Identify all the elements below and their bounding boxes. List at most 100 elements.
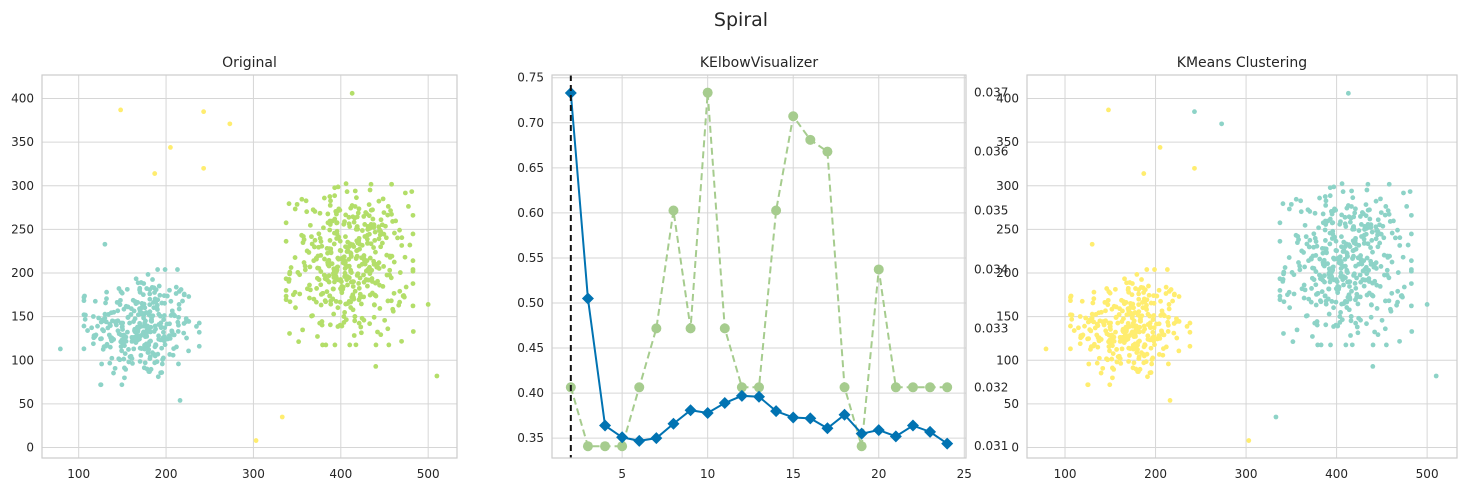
y-tick-label: 100 (996, 353, 1019, 367)
scatter-point (334, 267, 340, 273)
scatter-point (102, 311, 108, 317)
scatter-point (327, 202, 333, 208)
scatter-point (1334, 248, 1340, 254)
scatter-point (1350, 248, 1356, 254)
scatter-point (349, 203, 355, 208)
x-tick-label: 300 (1235, 467, 1258, 481)
scatter-point (1375, 217, 1381, 223)
scatter-point (1293, 196, 1299, 202)
scatter-point (317, 210, 323, 216)
scatter-point (410, 329, 416, 334)
scatter-point (1117, 338, 1123, 344)
scatter-point (325, 250, 330, 256)
scatter-point (1309, 275, 1315, 281)
y-left-tick-label: 0.75 (517, 71, 544, 85)
scatter-point (1110, 375, 1115, 381)
scatter-point (301, 237, 307, 243)
scatter-point (1342, 214, 1348, 220)
fit-time-point (719, 323, 730, 334)
scatter-point (1340, 189, 1346, 195)
scatter-point (347, 224, 353, 229)
scatter-point (1110, 365, 1115, 371)
scatter-point (1363, 202, 1369, 207)
scatter-point (1372, 329, 1378, 335)
scatter-point (102, 315, 108, 321)
scatter-point (90, 314, 96, 319)
scatter-point (124, 286, 130, 292)
scatter-point (410, 303, 416, 309)
x-tick-label: 10 (700, 467, 715, 481)
scatter-point (375, 278, 380, 284)
scatter-point (1171, 330, 1177, 336)
scatter-point (1361, 240, 1367, 246)
scatter-point (1323, 202, 1329, 208)
scatter-point (161, 313, 167, 318)
scatter-point (1395, 270, 1401, 275)
scatter-point (1288, 201, 1294, 207)
scatter-point (1140, 352, 1146, 357)
x-tick-label: 300 (242, 467, 265, 481)
scatter-point (333, 209, 339, 214)
scatter-point (155, 351, 161, 357)
scatter-point (1187, 320, 1193, 326)
y-left-tick-label: 0.60 (517, 206, 544, 220)
scatter-point (1174, 335, 1180, 341)
scatter-point (175, 329, 181, 334)
scatter-point (153, 299, 159, 305)
scatter-point (126, 359, 132, 365)
scatter-point (1114, 359, 1120, 365)
scatter-point (141, 301, 147, 307)
scatter-point (299, 196, 305, 202)
scatter-point (1345, 203, 1351, 208)
scatter-point (344, 189, 350, 195)
scatter-point (1325, 261, 1331, 267)
scatter-point (1385, 208, 1391, 214)
scatter-point (321, 195, 327, 201)
scatter-point (176, 288, 182, 294)
scatter-point (1327, 185, 1333, 191)
distortion-point (872, 424, 885, 437)
scatter-point (343, 244, 348, 250)
scatter-point (1286, 255, 1292, 260)
scatter-point (1318, 274, 1324, 279)
scatter-point (385, 326, 391, 332)
scatter-point (1357, 294, 1363, 300)
scatter-point (1329, 299, 1335, 304)
scatter-point (326, 257, 332, 263)
scatter-point (342, 219, 347, 225)
scatter-point (364, 236, 370, 242)
scatter-point (1136, 309, 1142, 315)
scatter-point (381, 210, 387, 215)
scatter-point (1142, 342, 1148, 348)
scatter-point (1145, 333, 1151, 339)
scatter-point (159, 370, 165, 375)
scatter-point (1374, 306, 1380, 311)
scatter-point (1329, 274, 1335, 279)
scatter-point (1277, 288, 1283, 293)
scatter-point (354, 214, 360, 220)
scatter-point (1144, 307, 1149, 312)
scatter-point (341, 254, 347, 260)
scatter-point (1397, 235, 1403, 241)
scatter-point (109, 338, 115, 344)
scatter-point (1277, 220, 1283, 226)
scatter-point (1137, 338, 1142, 344)
scatter-point (180, 298, 185, 304)
scatter-point (115, 308, 121, 314)
scatter-point (1171, 292, 1177, 298)
distortion-point (633, 434, 646, 447)
scatter-point (1146, 283, 1151, 289)
scatter-point (1324, 250, 1329, 256)
scatter-point (1356, 242, 1362, 248)
y-right-tick-label: 0.036 (974, 145, 1008, 159)
scatter-point (1311, 244, 1317, 250)
scatter-point (1089, 241, 1095, 247)
scatter-point (402, 254, 408, 260)
scatter-point (331, 286, 336, 292)
scatter-point (1315, 342, 1321, 348)
scatter-point (295, 270, 301, 275)
scatter-point (1135, 369, 1141, 374)
scatter-point (1353, 206, 1358, 212)
scatter-point (1095, 344, 1101, 350)
scatter-point (1350, 195, 1356, 201)
